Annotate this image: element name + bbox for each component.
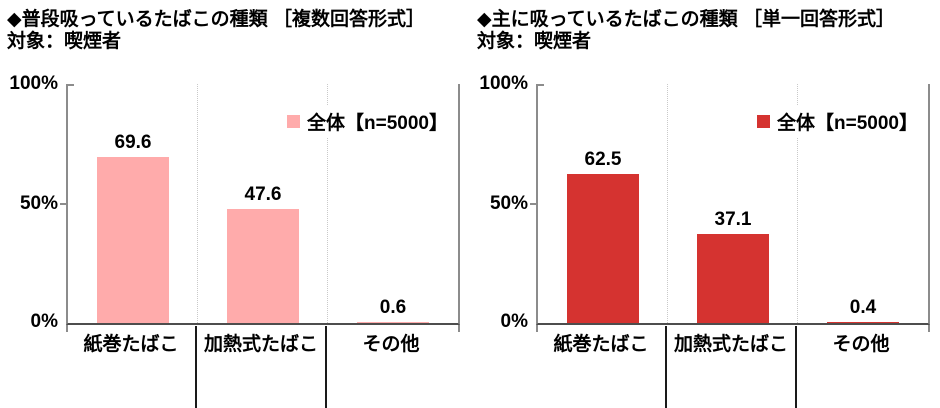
x-axis-labels: 紙巻たばこ 加熱式たばこ その他 (536, 329, 926, 356)
bar-value-label: 0.4 (849, 296, 877, 318)
y-tick-label-100: 100% (479, 73, 528, 94)
legend: 全体【n=5000】 (283, 106, 448, 137)
plot-area: 全体【n=5000】 62.5 37.1 0.4 (530, 84, 930, 332)
category-separator-line (325, 326, 327, 408)
category-divider-dotted (327, 84, 328, 323)
bars-container: 62.5 37.1 0.4 (538, 84, 928, 323)
category-divider-dotted (797, 84, 798, 323)
y-tick-label-50: 50% (19, 193, 58, 214)
bar-value-label: 69.6 (114, 131, 152, 153)
bar-group: 0.4 (798, 84, 928, 323)
legend: 全体【n=5000】 (753, 106, 918, 137)
x-category-label: 加熱式たばこ (673, 334, 788, 355)
bar-group: 0.6 (328, 84, 458, 323)
axis-tick (458, 325, 460, 332)
legend-label: 全体【n=5000】 (307, 113, 448, 134)
bar-value-label: 62.5 (584, 148, 622, 170)
axis-tick (530, 203, 536, 205)
bar (827, 321, 899, 323)
x-axis-labels: 紙巻たばこ 加熱式たばこ その他 (66, 329, 456, 356)
category-separator-line (195, 326, 197, 408)
bar-group: 47.6 (198, 84, 328, 323)
plot-area: 全体【n=5000】 69.6 47.6 0.6 (60, 84, 460, 332)
bar-group: 62.5 (538, 84, 668, 323)
bar-value-label: 0.6 (379, 296, 407, 318)
bar-group: 69.6 (68, 84, 198, 323)
chart-subtitle: 対象：喫煙者 (7, 31, 122, 52)
axis-tick (928, 325, 930, 332)
bar (227, 209, 299, 323)
y-tick-label-0: 0% (30, 311, 58, 332)
category-separator-line (795, 326, 797, 408)
bar (357, 321, 429, 323)
legend-swatch-icon (287, 115, 301, 128)
legend-label: 全体【n=5000】 (777, 113, 918, 134)
category-divider-dotted (667, 84, 668, 323)
axis-tick (66, 325, 68, 332)
bar (567, 173, 639, 323)
axis-tick (60, 203, 66, 205)
axis-tick (538, 84, 544, 86)
x-category-label: その他 (832, 334, 890, 355)
axis-tick (536, 325, 538, 332)
x-category-label: 加熱式たばこ (203, 334, 318, 355)
x-category-label: 紙巻たばこ (83, 334, 179, 355)
legend-swatch-icon (757, 115, 771, 128)
bar (697, 234, 769, 323)
y-tick-label-100: 100% (9, 73, 58, 94)
axis-tick (68, 84, 74, 86)
x-category-label: その他 (362, 334, 420, 355)
category-separator-line (665, 326, 667, 408)
bar-value-label: 47.6 (244, 184, 282, 206)
x-category-label: 紙巻たばこ (553, 334, 649, 355)
bar (97, 156, 169, 323)
category-divider-dotted (197, 84, 198, 323)
bar-value-label: 37.1 (714, 209, 752, 231)
y-tick-label-0: 0% (500, 311, 528, 332)
chart-usual-tobacco-types: ◆普段吸っているたばこの種類 ［複数回答形式］ 対象：喫煙者 100% 50% … (7, 9, 460, 408)
chart-title: ◆普段吸っているたばこの種類 ［複数回答形式］ (7, 9, 425, 30)
chart-main-tobacco-types: ◆主に吸っているたばこの種類 ［単一回答形式］ 対象：喫煙者 100% 50% … (470, 0, 940, 408)
bars-container: 69.6 47.6 0.6 (68, 84, 458, 323)
chart-title: ◆主に吸っているたばこの種類 ［単一回答形式］ (477, 9, 895, 30)
chart-subtitle: 対象：喫煙者 (477, 31, 592, 52)
bar-group: 37.1 (668, 84, 798, 323)
y-tick-label-50: 50% (489, 193, 528, 214)
